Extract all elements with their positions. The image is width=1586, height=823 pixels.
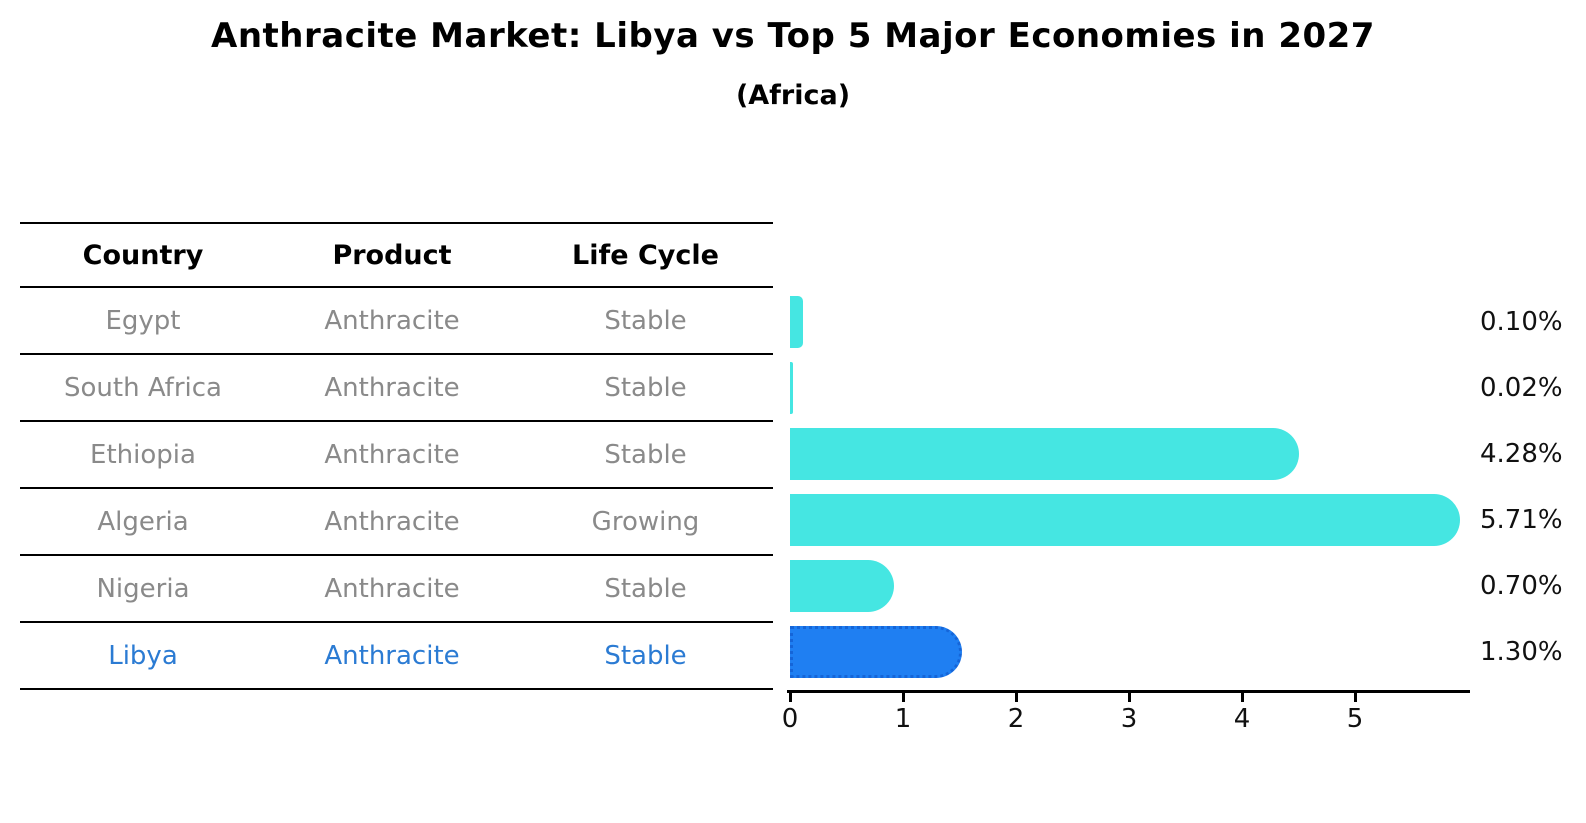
x-axis-line (787, 690, 1470, 693)
tick-mark (1353, 693, 1357, 702)
product-cell: Anthracite (324, 573, 460, 604)
country-cell: South Africa (64, 372, 222, 403)
bar (790, 494, 1461, 546)
product-cell: Anthracite (324, 305, 460, 336)
value-label: 5.71% (1480, 505, 1563, 535)
bar (790, 428, 1299, 480)
product-cell: Anthracite (324, 372, 460, 403)
column-header-life-cycle: Life Cycle (572, 239, 719, 271)
table-row: Algeria Anthracite Growing (20, 489, 773, 556)
product-cell: Anthracite (324, 506, 460, 537)
bar (790, 296, 804, 348)
country-table: Country Product Life Cycle Egypt Anthrac… (20, 222, 773, 690)
tick-mark (1240, 693, 1244, 702)
tick-mark (1127, 693, 1131, 702)
tick-mark (901, 693, 905, 702)
bar (790, 362, 794, 414)
life-cycle-cell: Stable (604, 640, 687, 671)
column-header-country: Country (82, 239, 204, 271)
bar (790, 560, 895, 612)
life-cycle-cell: Growing (591, 506, 700, 537)
tick-label: 1 (894, 704, 912, 734)
life-cycle-cell: Stable (604, 372, 687, 403)
tick-label: 2 (1007, 704, 1025, 734)
tick-label: 3 (1120, 704, 1138, 734)
chart-subtitle: (Africa) (735, 80, 851, 111)
tick-label: 4 (1233, 704, 1251, 734)
tick-mark (788, 693, 792, 702)
value-label: 0.70% (1480, 571, 1563, 601)
value-label: 0.02% (1480, 373, 1563, 403)
table-header-row: Country Product Life Cycle (20, 224, 773, 288)
table-row: South Africa Anthracite Stable (20, 355, 773, 422)
country-cell: Libya (108, 640, 178, 671)
tick-label: 5 (1346, 704, 1364, 734)
tick-mark (1014, 693, 1018, 702)
column-header-product: Product (332, 239, 452, 271)
life-cycle-cell: Stable (604, 305, 687, 336)
product-cell: Anthracite (324, 640, 460, 671)
life-cycle-cell: Stable (604, 439, 687, 470)
life-cycle-cell: Stable (604, 573, 687, 604)
value-label: 4.28% (1480, 439, 1563, 469)
value-label: 0.10% (1480, 307, 1563, 337)
bar (790, 626, 962, 678)
chart-title: Anthracite Market: Libya vs Top 5 Major … (211, 16, 1375, 56)
table-row: Egypt Anthracite Stable (20, 288, 773, 355)
country-cell: Algeria (97, 506, 189, 537)
table-row: Nigeria Anthracite Stable (20, 556, 773, 623)
tick-label: 0 (781, 704, 799, 734)
country-cell: Nigeria (96, 573, 190, 604)
table-row: Ethiopia Anthracite Stable (20, 422, 773, 489)
product-cell: Anthracite (324, 439, 460, 470)
country-cell: Ethiopia (90, 439, 196, 470)
country-cell: Egypt (105, 305, 181, 336)
table-row: Libya Anthracite Stable (20, 623, 773, 690)
value-label: 1.30% (1480, 637, 1563, 667)
